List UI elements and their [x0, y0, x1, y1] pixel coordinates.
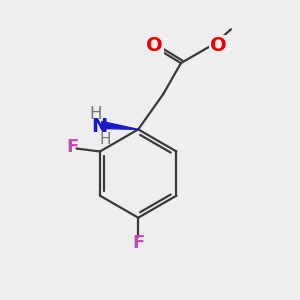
Text: F: F	[132, 234, 144, 252]
Text: O: O	[146, 36, 163, 55]
Text: F: F	[66, 138, 78, 156]
Text: H: H	[99, 132, 111, 147]
Text: O: O	[210, 36, 227, 55]
Polygon shape	[101, 122, 138, 129]
Text: H: H	[90, 105, 102, 123]
Text: N: N	[91, 117, 107, 136]
